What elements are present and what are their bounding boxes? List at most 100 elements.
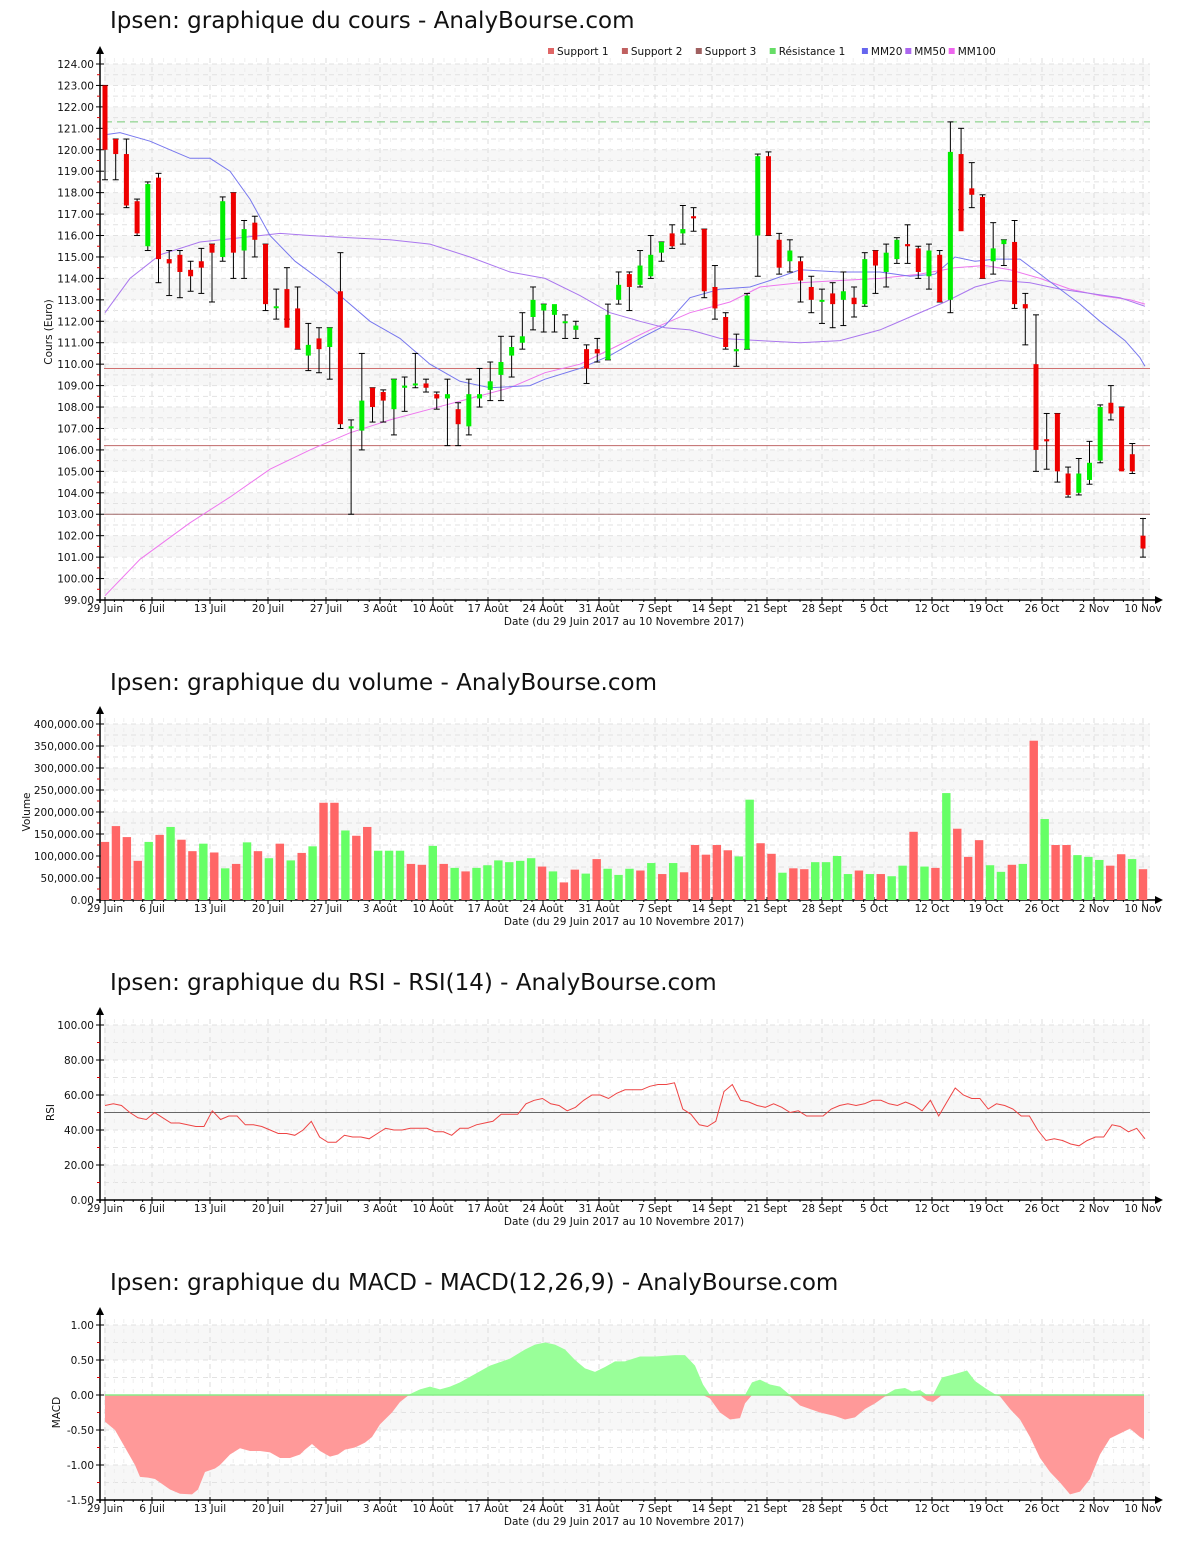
volume-bar <box>734 856 743 900</box>
candle <box>530 286 537 331</box>
candle <box>1118 406 1125 472</box>
volume-bar <box>428 845 437 900</box>
arrow-up-icon <box>96 46 104 54</box>
legend-label: MM20 <box>871 46 902 58</box>
legend-swatch <box>621 48 628 54</box>
volume-bar <box>494 860 503 900</box>
price-y-tick: 115.00 <box>57 252 94 264</box>
candle <box>626 271 633 312</box>
volume-bar <box>789 868 798 900</box>
price-x-tick: 20 Juil <box>252 603 284 615</box>
volume-y-tick: 150,000.00 <box>34 829 94 841</box>
volume-bar <box>1007 864 1017 900</box>
arrow-right-icon <box>1155 896 1163 904</box>
volume-x-tick: 10 Août <box>413 903 454 915</box>
volume-bar <box>1106 865 1115 900</box>
volume-bar <box>220 868 230 900</box>
volume-bar <box>1018 863 1028 900</box>
price-x-tick: 6 Juil <box>139 603 165 615</box>
rsi-x-tick: 14 Sept <box>692 1203 733 1215</box>
volume-bar <box>188 851 197 900</box>
volume-bar <box>417 864 427 900</box>
candle <box>316 327 323 374</box>
macd-y-tick: -1.50 <box>67 1495 94 1507</box>
candle <box>1140 518 1146 558</box>
arrow-right-icon <box>1155 596 1163 604</box>
rsi-y-tick: 100.00 <box>57 1020 94 1032</box>
volume-bar <box>1127 859 1137 900</box>
candle <box>572 320 579 339</box>
candle <box>519 312 526 350</box>
price-x-tick: 28 Sept <box>802 603 843 615</box>
candle <box>273 288 280 320</box>
volume-bar <box>953 828 962 900</box>
candle <box>155 172 162 284</box>
candle <box>198 247 205 294</box>
candle <box>102 84 108 181</box>
rsi-y-tick: 60.00 <box>64 1090 94 1102</box>
macd-x-tick: 26 Oct <box>1025 1503 1060 1515</box>
legend-swatch <box>948 48 955 54</box>
macd-x-tick: 10 Août <box>413 1503 454 1515</box>
volume-bar <box>505 862 514 900</box>
volume-bar <box>264 858 274 900</box>
candle <box>679 205 686 245</box>
candle <box>722 312 729 350</box>
rsi-y-label: RSI <box>45 1104 57 1121</box>
macd-x-tick: 2 Nov <box>1079 1503 1110 1515</box>
volume-x-tick: 3 Août <box>363 903 397 915</box>
volume-x-tick: 27 Juil <box>310 903 342 915</box>
candle <box>1043 412 1050 470</box>
candle <box>647 235 654 279</box>
arrow-up-icon <box>96 1307 104 1315</box>
price-x-tick: 17 Août <box>468 603 509 615</box>
volume-bar <box>745 799 754 900</box>
candle <box>851 286 858 318</box>
candle <box>326 327 333 380</box>
candle <box>423 378 430 393</box>
candle <box>294 286 301 350</box>
volume-bar <box>887 876 896 900</box>
price-y-tick: 112.00 <box>57 316 94 328</box>
candle <box>765 151 772 237</box>
macd-negative-area <box>105 1395 1144 1495</box>
price-x-tick: 29 Juin <box>87 603 123 615</box>
legend-label: Résistance 1 <box>779 46 846 58</box>
candle <box>1022 292 1029 346</box>
candle <box>776 232 783 275</box>
candle <box>497 335 504 402</box>
price-x-tick: 13 Juil <box>194 603 226 615</box>
price-x-tick: 12 Oct <box>915 603 950 615</box>
volume-bar <box>614 874 623 900</box>
volume-bar <box>865 874 875 900</box>
macd-y-tick: -1.00 <box>67 1460 94 1472</box>
volume-x-tick: 12 Oct <box>915 903 950 915</box>
volume-bar <box>701 854 711 900</box>
volume-bar <box>373 850 383 900</box>
macd-y-tick: 0.00 <box>71 1390 94 1402</box>
volume-bar <box>647 863 656 900</box>
rsi-y-tick: 20.00 <box>64 1160 94 1172</box>
macd-x-tick: 13 Juil <box>194 1503 226 1515</box>
volume-x-tick: 19 Oct <box>969 903 1004 915</box>
rsi-x-tick: 29 Juin <box>87 1203 123 1215</box>
volume-x-tick: 24 Août <box>523 903 564 915</box>
candle <box>176 250 183 299</box>
volume-bar <box>297 852 306 900</box>
price-x-tick: 19 Oct <box>969 603 1004 615</box>
legend-label: Support 2 <box>631 46 683 58</box>
candle <box>925 243 932 290</box>
volume-x-tick: 5 Oct <box>860 903 888 915</box>
rsi-x-label: Date (du 29 Juin 2017 au 10 Novembre 201… <box>504 1216 744 1228</box>
macd-x-label: Date (du 29 Juin 2017 au 10 Novembre 201… <box>504 1516 744 1528</box>
price-x-tick: 21 Sept <box>747 603 788 615</box>
volume-y-tick: 350,000.00 <box>34 741 94 753</box>
candle <box>112 138 119 181</box>
rsi-x-tick: 2 Nov <box>1079 1203 1110 1215</box>
volume-bar <box>111 826 121 900</box>
legend-label: MM50 <box>914 46 945 58</box>
volume-x-tick: 29 Juin <box>87 903 123 915</box>
candle <box>1086 440 1093 485</box>
candle <box>701 228 708 299</box>
candle <box>883 243 890 288</box>
